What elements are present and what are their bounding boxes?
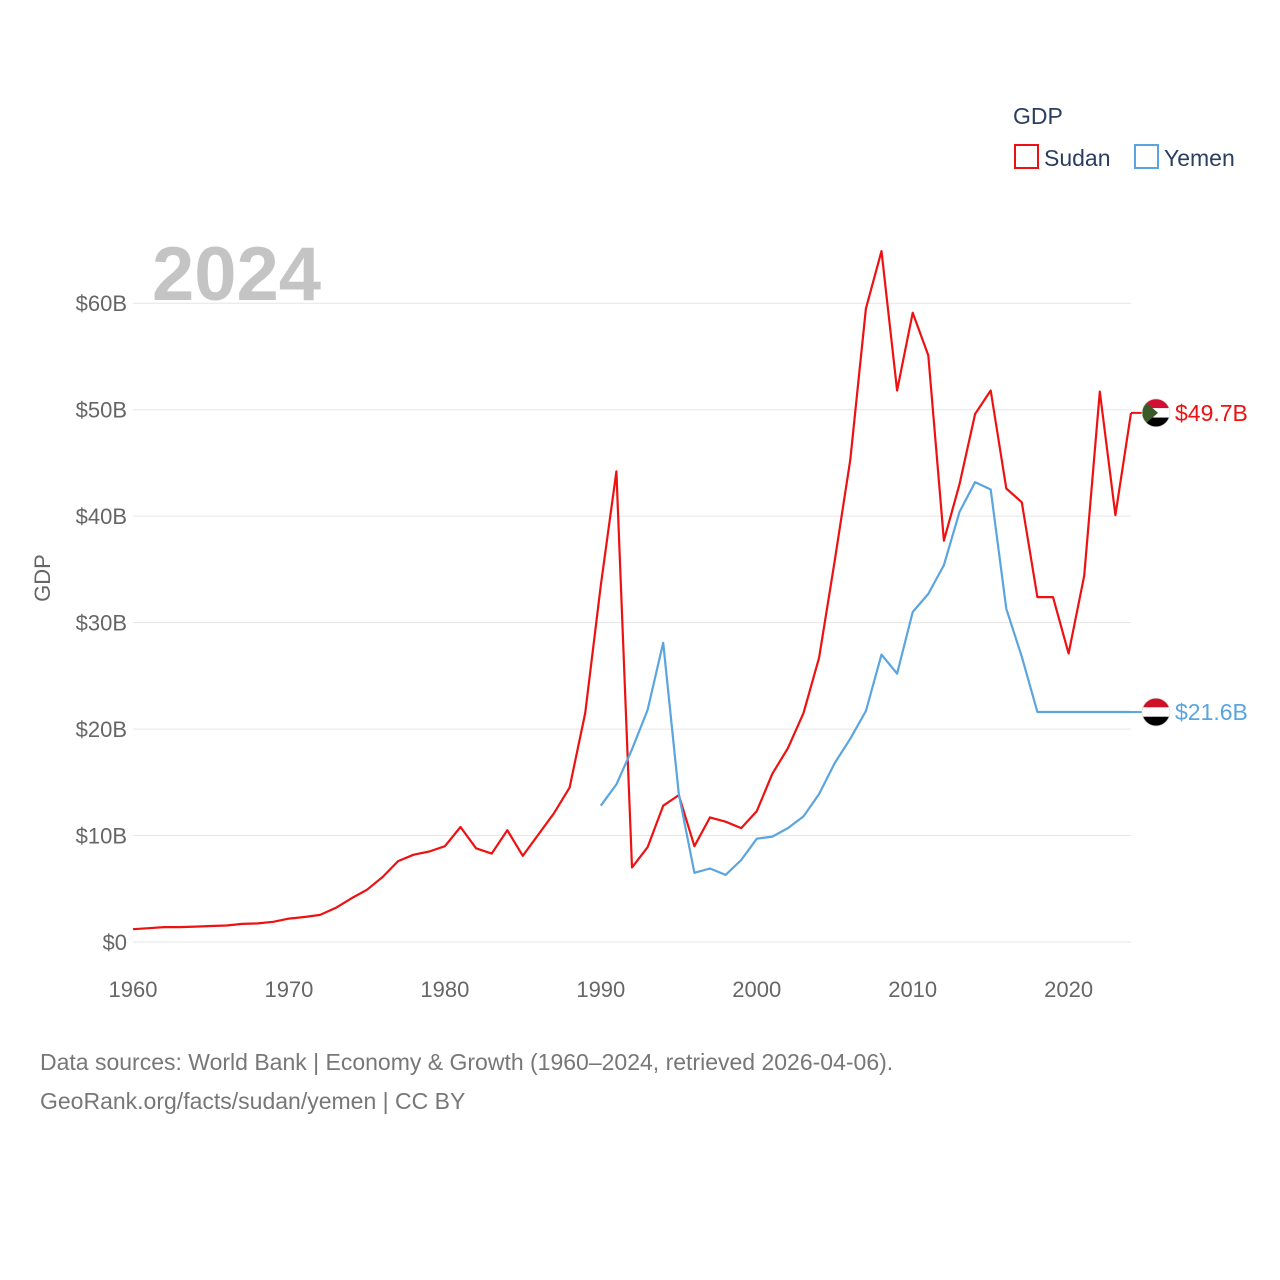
legend-label-sudan: Sudan	[1044, 145, 1111, 171]
legend-label-yemen: Yemen	[1164, 145, 1235, 171]
series-lines	[132, 250, 1133, 931]
series-line-sudan	[132, 250, 1133, 931]
y-tick-label: $20B	[76, 717, 127, 742]
legend-item-yemen[interactable]: Yemen	[1134, 144, 1235, 171]
x-tick-label: 1990	[576, 977, 625, 1002]
source-link-text[interactable]: GeoRank.org/facts/sudan/yemen | CC BY	[40, 1088, 466, 1114]
series-line-yemen	[599, 481, 1131, 877]
end-value-label-yemen: $21.6B	[1175, 699, 1248, 725]
y-tick-label: $50B	[76, 398, 127, 423]
legend-item-sudan[interactable]: Sudan	[1014, 144, 1111, 171]
x-tick-label: 1970	[264, 977, 313, 1002]
data-sources-text: Data sources: World Bank | Economy & Gro…	[40, 1049, 894, 1075]
sudan-flag-icon	[1141, 398, 1171, 428]
legend[interactable]: GDP Sudan Yemen	[1013, 103, 1235, 171]
y-axis-title: GDP	[30, 554, 55, 602]
legend-swatch-sudan	[1014, 144, 1039, 169]
legend-title: GDP	[1013, 103, 1063, 129]
footer: Data sources: World Bank | Economy & Gro…	[40, 1043, 893, 1121]
end-value-label-sudan: $49.7B	[1175, 400, 1248, 426]
x-tick-label: 2020	[1044, 977, 1093, 1002]
y-tick-label: $60B	[76, 291, 127, 316]
y-tick-label: $30B	[76, 611, 127, 636]
series-end-labels: $49.7B $21.6B	[1131, 398, 1248, 727]
x-tick-label: 1980	[420, 977, 469, 1002]
grid-lines	[133, 302, 1131, 943]
yemen-flag-icon	[1141, 697, 1171, 727]
legend-swatch-yemen	[1134, 144, 1159, 169]
year-watermark: 2024	[152, 232, 321, 317]
x-tick-label: 1960	[109, 977, 158, 1002]
y-tick-label: $0	[103, 930, 127, 955]
y-tick-label: $10B	[76, 824, 127, 849]
y-tick-label: $40B	[76, 504, 127, 529]
y-axis-ticks: $0 $10B $20B $30B $40B $50B $60B	[76, 291, 127, 955]
x-axis-ticks: 1960 1970 1980 1990 2000 2010 2020	[109, 977, 1094, 1002]
x-tick-label: 2000	[732, 977, 781, 1002]
x-tick-label: 2010	[888, 977, 937, 1002]
